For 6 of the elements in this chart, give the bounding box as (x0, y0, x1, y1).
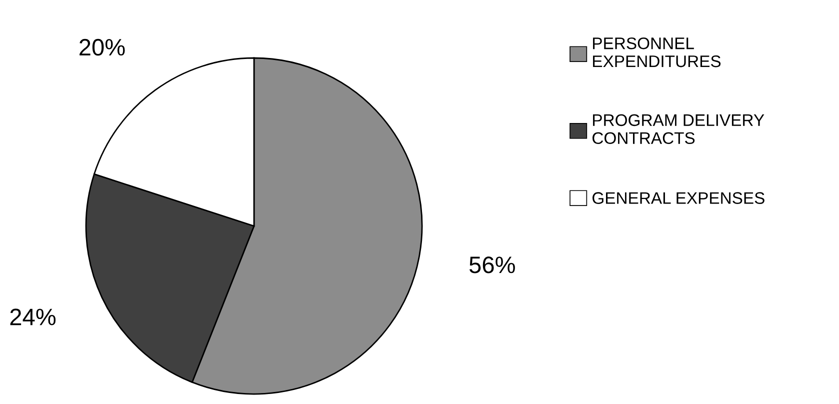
legend-label: GENERAL EXPENSES (592, 192, 764, 204)
data-label: 20% (80, 38, 125, 56)
legend-label: PROGRAM DELIVERY CONTRACTS (592, 114, 764, 144)
legend-label: PERSONNEL EXPENDITURES (593, 37, 721, 68)
data-label: 56% (469, 256, 515, 274)
data-label: 24% (10, 308, 56, 326)
